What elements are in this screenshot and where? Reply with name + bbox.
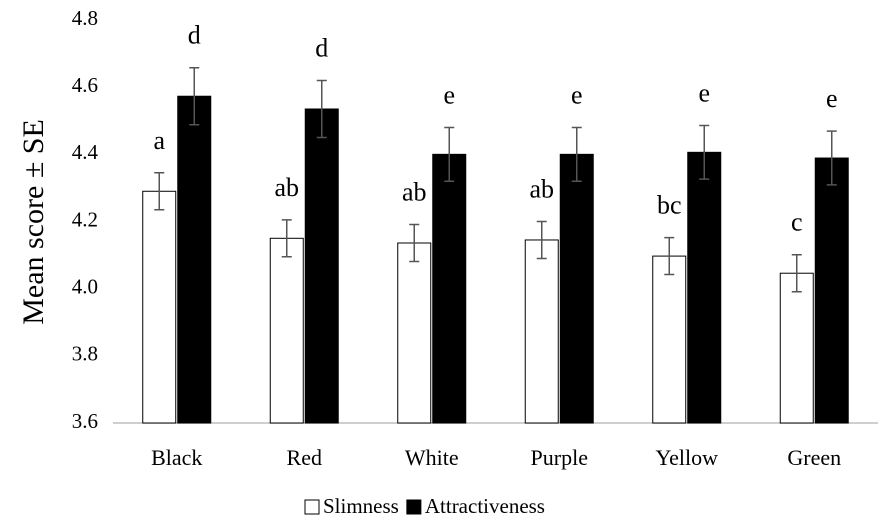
significance-letter: bc (657, 191, 682, 220)
significance-letter: e (443, 80, 455, 109)
bar (177, 95, 212, 424)
y-tick-label: 4.2 (72, 207, 98, 231)
error-bar (826, 130, 837, 186)
legend-label: Attractiveness (425, 494, 545, 518)
x-tick-label: Green (787, 445, 841, 470)
x-tick-label: White (405, 445, 459, 470)
significance-letter: e (826, 84, 838, 113)
bar (779, 272, 814, 424)
error-bar (699, 124, 710, 180)
significance-letter: a (153, 126, 165, 155)
significance-letter: ab (529, 174, 554, 203)
error-bar (571, 126, 582, 182)
x-tick-label: Purple (531, 445, 588, 470)
y-tick-label: 4.4 (72, 140, 99, 164)
bar (397, 242, 432, 424)
error-bar (664, 236, 675, 276)
bar (559, 153, 594, 424)
bar (814, 157, 849, 424)
error-bar (189, 66, 200, 126)
legend-swatch (406, 499, 422, 515)
significance-letter: e (698, 78, 710, 107)
significance-letter: d (188, 21, 201, 50)
significance-letter: c (791, 208, 803, 237)
bar (304, 108, 339, 424)
error-bar (409, 223, 420, 263)
bar (432, 153, 467, 424)
error-bar (281, 219, 292, 258)
y-tick-label: 4.8 (72, 6, 98, 30)
x-tick-label: Black (151, 445, 202, 470)
bar (524, 239, 559, 424)
significance-letter: ab (274, 173, 299, 202)
bar (652, 255, 687, 424)
error-bar (444, 126, 455, 182)
y-tick-label: 4.6 (72, 73, 98, 97)
legend-swatch (304, 499, 320, 515)
significance-letter: e (571, 80, 583, 109)
error-bar (154, 172, 165, 211)
error-bar (536, 220, 547, 260)
x-tick-label: Red (287, 445, 322, 470)
error-bar (791, 253, 802, 293)
error-bar (316, 79, 327, 139)
bar (142, 190, 177, 424)
y-tick-label: 3.6 (72, 409, 98, 433)
y-tick-label: 4.0 (72, 274, 98, 298)
legend-label: Slimness (323, 494, 399, 518)
bar (269, 237, 304, 424)
x-tick-label: Yellow (655, 445, 718, 470)
y-tick-label: 3.8 (72, 342, 98, 366)
y-axis-label: Mean score ± SE (17, 119, 50, 325)
significance-letter: d (315, 33, 328, 62)
significance-letter: ab (402, 177, 427, 206)
bar (687, 151, 722, 424)
